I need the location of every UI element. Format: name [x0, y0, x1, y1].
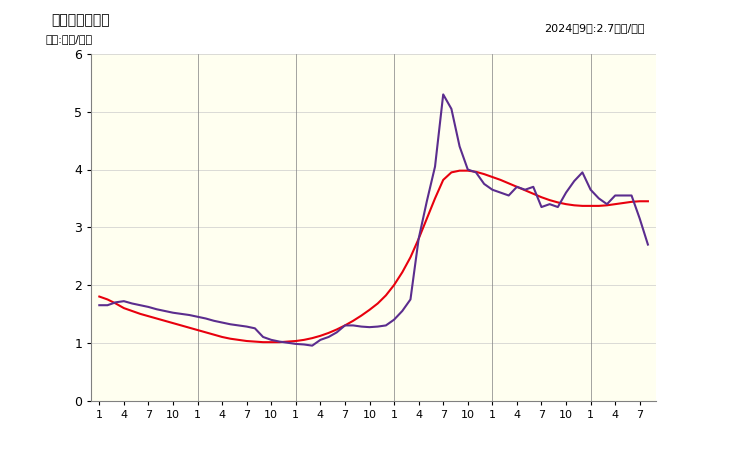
- Text: 2024年9月:2.7万円/トン: 2024年9月:2.7万円/トン: [545, 23, 645, 33]
- Text: 単位:万円/トン: 単位:万円/トン: [46, 34, 93, 44]
- Text: 輸入価格の推移: 輸入価格の推移: [51, 14, 109, 27]
